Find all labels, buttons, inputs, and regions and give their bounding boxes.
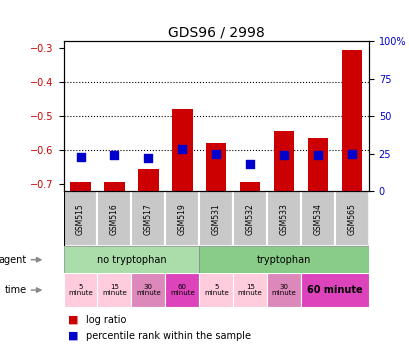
Bar	[199, 246, 368, 273]
Bar	[334, 191, 368, 246]
Bar	[172, 109, 192, 191]
Text: agent: agent	[0, 255, 27, 265]
Point	[179, 146, 185, 152]
Bar	[97, 273, 131, 307]
Point	[314, 152, 321, 158]
Text: 60 minute: 60 minute	[306, 285, 362, 295]
Text: GSM534: GSM534	[313, 203, 322, 235]
Text: no tryptophan: no tryptophan	[97, 255, 166, 265]
Bar	[341, 50, 361, 191]
Text: GSM532: GSM532	[245, 203, 254, 235]
Bar	[273, 131, 294, 191]
Point	[111, 152, 117, 158]
Bar	[233, 273, 267, 307]
Bar	[165, 273, 199, 307]
Bar	[70, 182, 90, 191]
Text: 15
minute: 15 minute	[237, 284, 262, 296]
Bar	[300, 273, 368, 307]
Bar	[267, 191, 300, 246]
Text: log ratio: log ratio	[86, 315, 126, 325]
Text: GSM565: GSM565	[347, 203, 356, 235]
Bar	[63, 246, 199, 273]
Bar	[267, 273, 300, 307]
Bar	[165, 191, 199, 246]
Text: ■: ■	[67, 331, 78, 341]
Title: GDS96 / 2998: GDS96 / 2998	[168, 26, 264, 40]
Point	[246, 161, 253, 167]
Text: GSM517: GSM517	[144, 203, 153, 235]
Text: 5
minute: 5 minute	[203, 284, 228, 296]
Text: GSM531: GSM531	[211, 203, 220, 235]
Point	[280, 152, 287, 158]
Text: 30
minute: 30 minute	[136, 284, 160, 296]
Bar	[199, 191, 233, 246]
Text: GSM519: GSM519	[178, 203, 187, 235]
Text: GSM533: GSM533	[279, 203, 288, 235]
Text: ■: ■	[67, 315, 78, 325]
Text: GSM515: GSM515	[76, 203, 85, 235]
Bar	[63, 273, 97, 307]
Text: 15
minute: 15 minute	[102, 284, 126, 296]
Bar	[300, 191, 334, 246]
Bar	[63, 191, 97, 246]
Text: tryptophan: tryptophan	[256, 255, 310, 265]
Point	[77, 154, 83, 159]
Text: 60
minute: 60 minute	[170, 284, 194, 296]
Bar	[104, 182, 124, 191]
Bar	[233, 191, 267, 246]
Bar	[239, 182, 260, 191]
Bar	[131, 191, 165, 246]
Text: 30
minute: 30 minute	[271, 284, 296, 296]
Text: time: time	[5, 285, 27, 295]
Bar	[131, 273, 165, 307]
Bar	[206, 143, 226, 191]
Point	[213, 151, 219, 156]
Text: GSM516: GSM516	[110, 203, 119, 235]
Text: percentile rank within the sample: percentile rank within the sample	[86, 331, 250, 341]
Bar	[307, 138, 328, 191]
Bar	[97, 191, 131, 246]
Bar	[138, 169, 158, 191]
Point	[145, 155, 151, 161]
Bar	[199, 273, 233, 307]
Point	[348, 151, 355, 156]
Text: 5
minute: 5 minute	[68, 284, 93, 296]
